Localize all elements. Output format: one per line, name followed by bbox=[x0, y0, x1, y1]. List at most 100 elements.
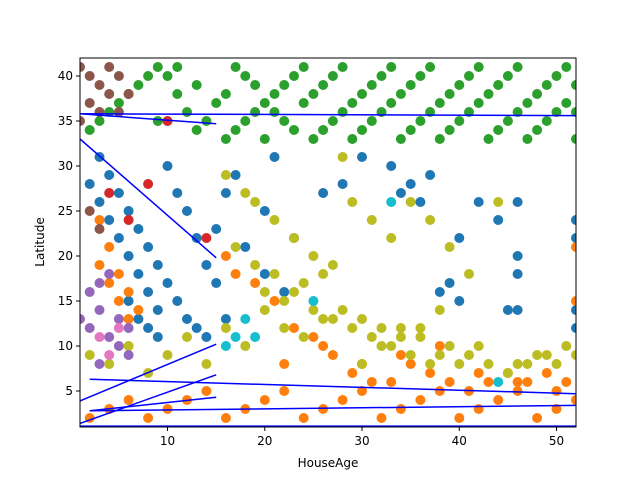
data-point-green-45 bbox=[522, 98, 533, 108]
data-point-blue-55 bbox=[211, 224, 222, 234]
data-point-green-80 bbox=[405, 80, 416, 90]
data-point-green-55 bbox=[259, 134, 270, 144]
data-point-blue-29 bbox=[152, 332, 163, 342]
data-point-orange-9 bbox=[259, 395, 270, 405]
x-axis-label: HouseAge bbox=[298, 456, 359, 470]
fit-line-5 bbox=[80, 374, 217, 425]
data-point-blue-4 bbox=[123, 251, 134, 261]
data-point-brown-3 bbox=[104, 62, 115, 72]
data-point-green-8 bbox=[162, 71, 173, 81]
data-point-olive-25 bbox=[571, 350, 576, 360]
data-point-orange-48 bbox=[269, 296, 280, 306]
data-point-blue-27 bbox=[133, 314, 144, 324]
data-point-olive-41 bbox=[279, 296, 290, 306]
data-point-blue-3 bbox=[113, 233, 124, 243]
data-point-orange-21 bbox=[493, 395, 504, 405]
data-point-orange-6 bbox=[201, 386, 212, 396]
data-point-blue-12 bbox=[201, 260, 212, 270]
data-point-olive-5 bbox=[182, 332, 192, 342]
data-point-olive-63 bbox=[522, 359, 533, 369]
data-point-olive-34 bbox=[366, 215, 377, 225]
data-point-green-57 bbox=[298, 98, 309, 108]
data-point-green-1 bbox=[94, 116, 105, 126]
data-point-blue-61 bbox=[454, 233, 465, 243]
data-point-blue-39 bbox=[425, 170, 436, 180]
data-point-orange-33 bbox=[113, 296, 124, 306]
data-point-blue-19 bbox=[143, 242, 154, 252]
data-point-green-37 bbox=[444, 89, 455, 99]
data-point-orange-59 bbox=[483, 377, 494, 387]
data-point-orange-53 bbox=[366, 377, 377, 387]
data-point-red-3 bbox=[162, 116, 173, 126]
data-point-cyan-6 bbox=[220, 341, 231, 351]
data-point-olive-55 bbox=[366, 332, 377, 342]
data-point-blue-45 bbox=[512, 197, 523, 207]
data-point-orange-50 bbox=[308, 332, 319, 342]
data-point-blue-9 bbox=[172, 188, 183, 198]
data-point-olive-36 bbox=[405, 197, 416, 207]
data-point-orange-15 bbox=[376, 413, 387, 423]
data-point-blue-43 bbox=[473, 197, 484, 207]
data-point-blue-57 bbox=[259, 269, 270, 279]
data-point-green-69 bbox=[532, 125, 543, 135]
data-point-brown-4 bbox=[113, 71, 124, 81]
data-point-orange-24 bbox=[551, 404, 562, 414]
data-point-olive-29 bbox=[269, 215, 280, 225]
data-point-olive-19 bbox=[454, 359, 465, 369]
data-point-olive-16 bbox=[395, 323, 406, 333]
data-point-green-65 bbox=[454, 116, 465, 126]
data-point-blue-22 bbox=[172, 296, 183, 306]
data-point-purple-3 bbox=[113, 341, 124, 351]
data-point-green-18 bbox=[259, 98, 270, 108]
data-point-blue-47 bbox=[512, 269, 523, 279]
data-point-orange-42 bbox=[473, 368, 484, 378]
data-point-blue-41 bbox=[444, 278, 455, 288]
data-point-blue-32 bbox=[259, 206, 270, 216]
data-point-olive-13 bbox=[337, 152, 348, 162]
data-point-olive-53 bbox=[327, 314, 338, 324]
data-point-cyan-5 bbox=[493, 377, 504, 387]
data-point-green-25 bbox=[327, 116, 338, 126]
data-point-orange-20 bbox=[473, 404, 484, 414]
data-point-brown-5 bbox=[123, 89, 134, 99]
data-point-orange-16 bbox=[395, 404, 406, 414]
data-point-blue-16 bbox=[113, 188, 124, 198]
data-point-olive-15 bbox=[376, 341, 387, 351]
data-point-orange-7 bbox=[220, 413, 231, 423]
data-point-blue-11 bbox=[191, 233, 202, 243]
data-point-green-86 bbox=[522, 134, 533, 144]
data-point-pink-2 bbox=[113, 323, 124, 333]
data-point-green-67 bbox=[493, 80, 504, 90]
data-point-green-30 bbox=[376, 71, 387, 81]
data-point-green-21 bbox=[289, 71, 299, 81]
data-point-green-34 bbox=[415, 116, 426, 126]
y-tick-label-40: 40 bbox=[58, 69, 73, 83]
data-point-olive-0 bbox=[84, 350, 95, 360]
data-point-green-76 bbox=[327, 71, 338, 81]
data-point-blue-51 bbox=[571, 305, 576, 315]
data-point-blue-18 bbox=[133, 224, 144, 234]
data-point-brown-12 bbox=[94, 224, 105, 234]
y-tick-label-25: 25 bbox=[58, 204, 73, 218]
fit-line-4 bbox=[80, 343, 217, 402]
data-point-blue-10 bbox=[182, 206, 192, 216]
data-point-olive-46 bbox=[376, 323, 387, 333]
data-point-blue-50 bbox=[571, 233, 576, 243]
data-point-olive-10 bbox=[279, 323, 290, 333]
data-point-green-71 bbox=[230, 62, 241, 72]
data-point-olive-11 bbox=[298, 332, 309, 342]
data-point-blue-36 bbox=[357, 152, 367, 162]
data-point-purple-10 bbox=[113, 314, 124, 324]
data-point-green-49 bbox=[561, 62, 572, 72]
data-point-orange-57 bbox=[444, 377, 455, 387]
data-point-purple-4 bbox=[123, 350, 134, 360]
data-layer bbox=[80, 62, 576, 427]
x-axis: 10 20 30 40 50 bbox=[160, 427, 564, 448]
data-point-brown-0 bbox=[80, 62, 85, 72]
data-point-cyan-2 bbox=[230, 332, 241, 342]
data-point-olive-12 bbox=[318, 314, 329, 324]
data-point-olive-21 bbox=[493, 197, 504, 207]
data-point-green-32 bbox=[395, 134, 406, 144]
data-point-olive-40 bbox=[259, 287, 270, 297]
data-point-orange-22 bbox=[512, 386, 523, 396]
